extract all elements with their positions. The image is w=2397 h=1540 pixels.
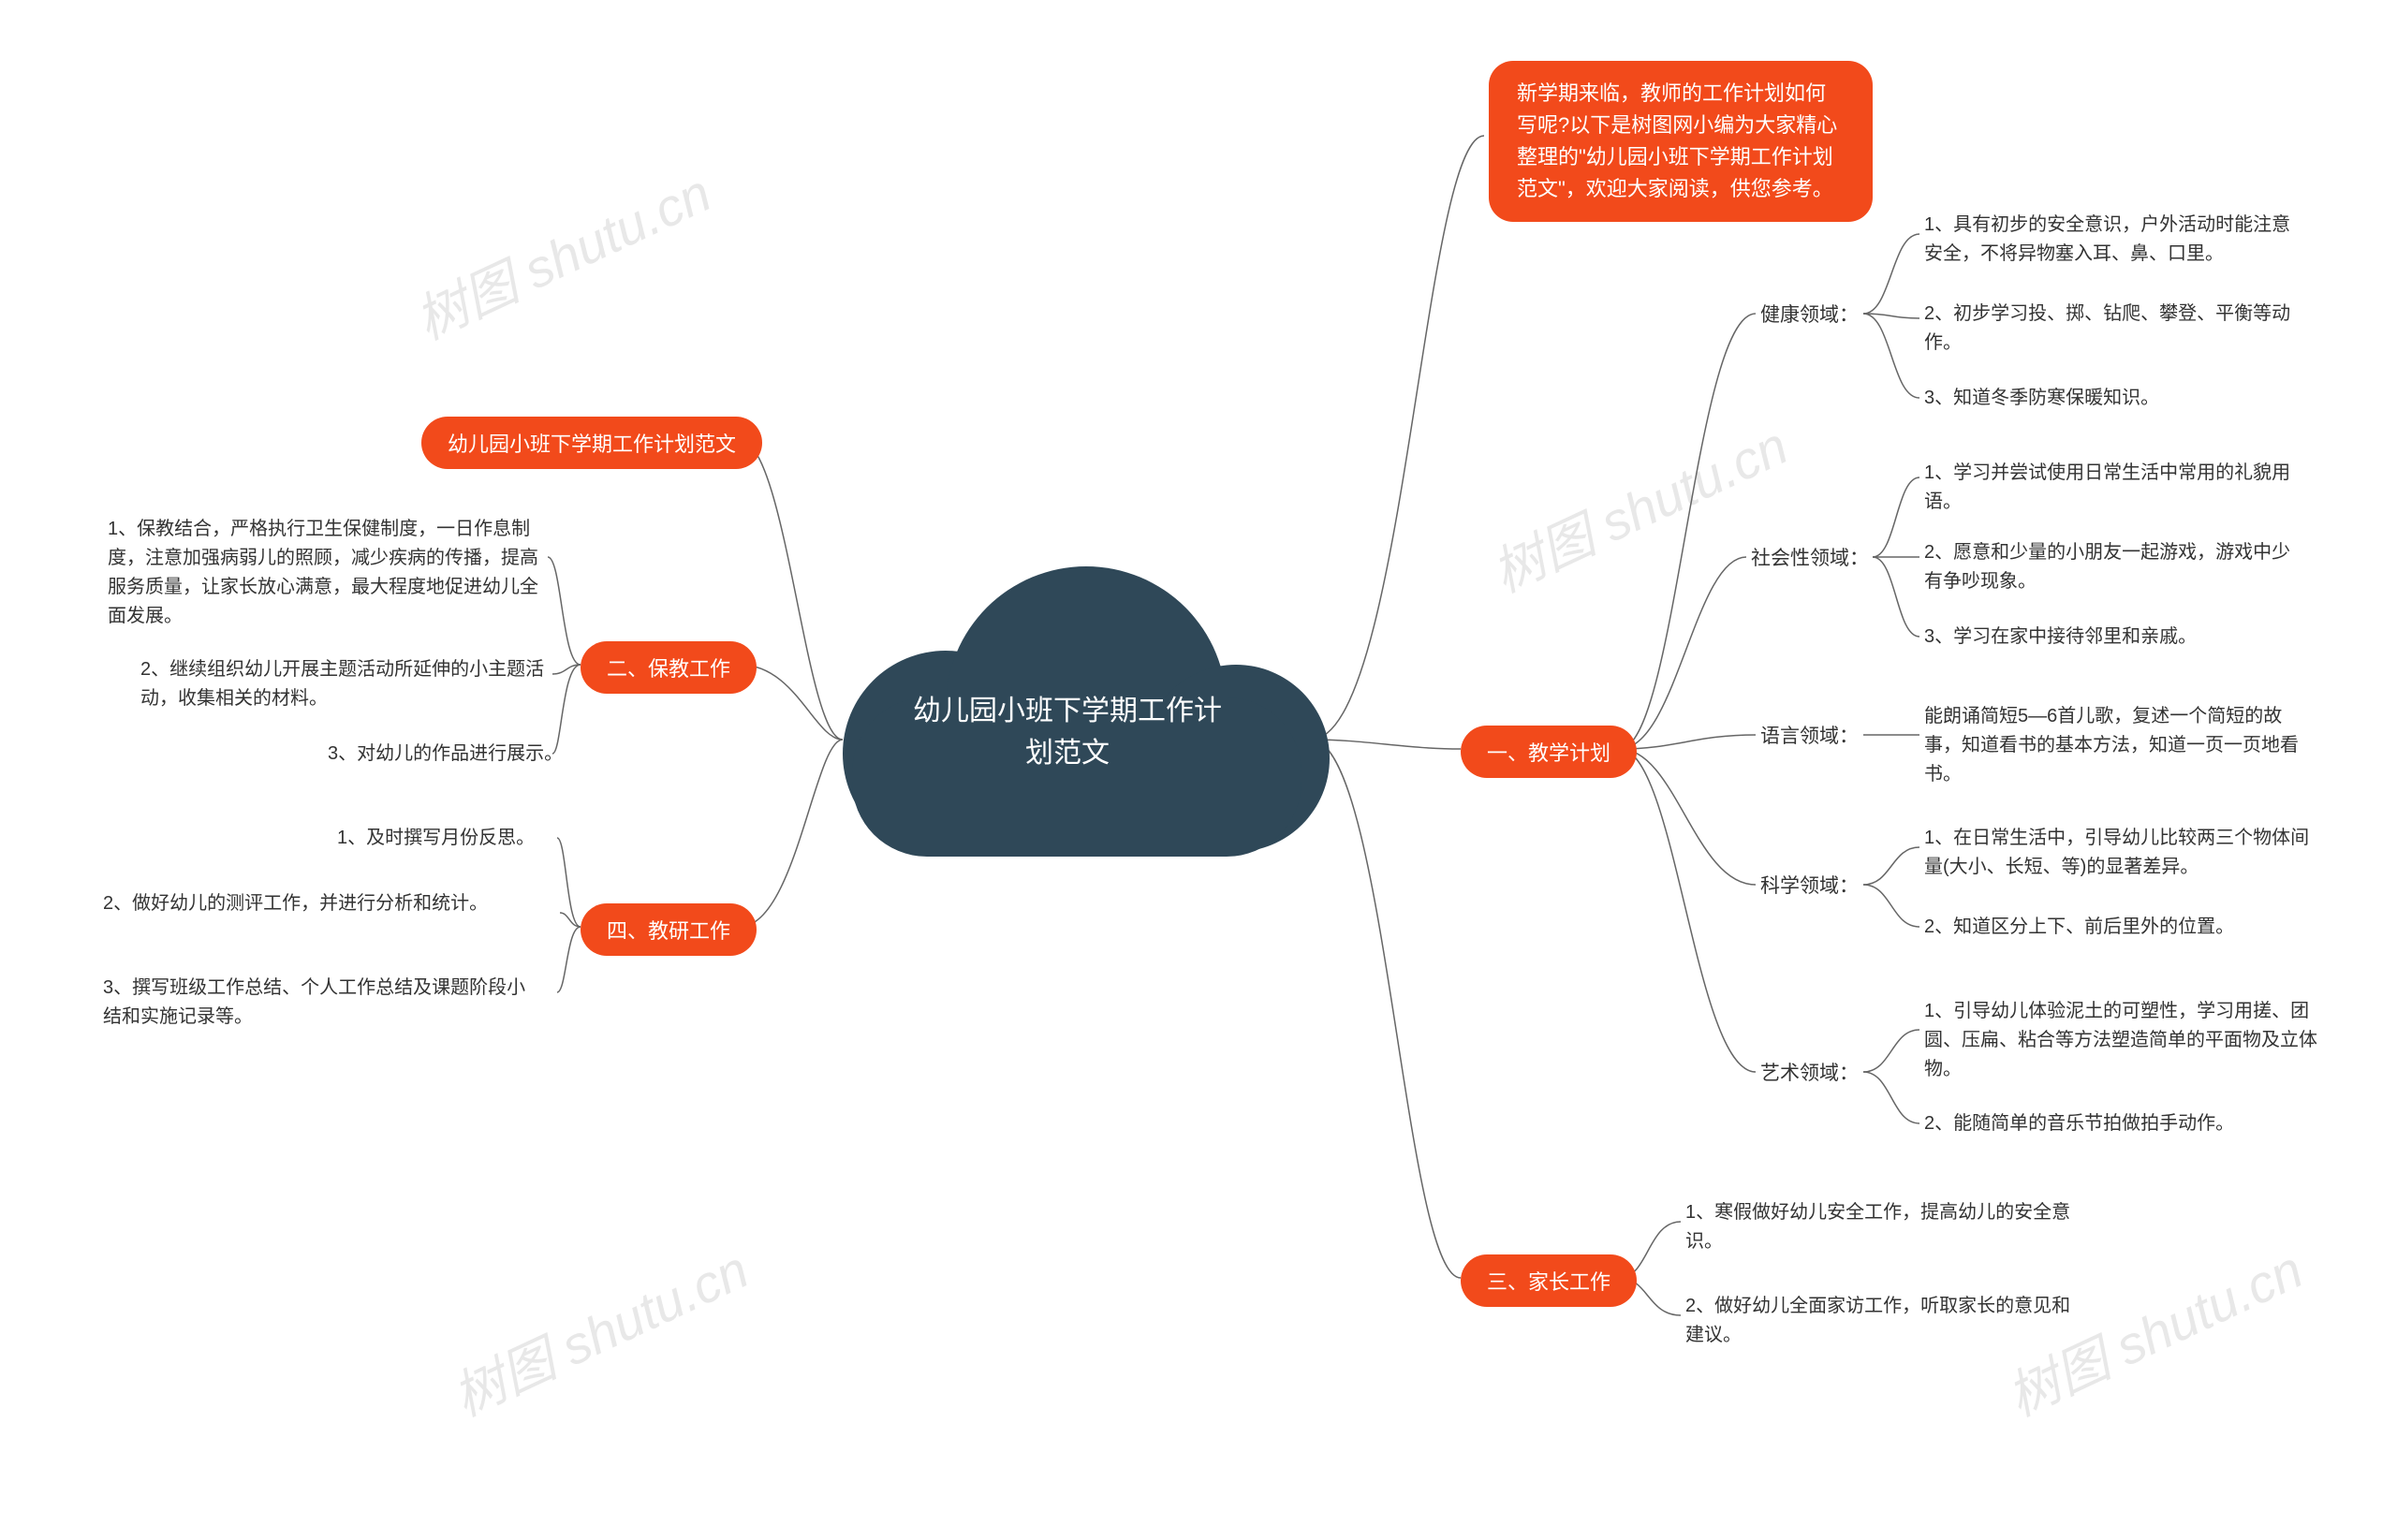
sublabel-health: 健康领域： — [1760, 300, 1859, 328]
branch-left-3: 四、教研工作 — [581, 903, 757, 956]
leaf: 3、对幼儿的作品进行展示。 — [328, 740, 609, 769]
leaf: 3、知道冬季防寒保暖知识。 — [1924, 384, 2308, 413]
leaf: 2、能随简单的音乐节拍做拍手动作。 — [1924, 1109, 2308, 1138]
leaf: 2、初步学习投、掷、钻爬、攀登、平衡等动作。 — [1924, 300, 2308, 358]
leaf: 1、引导幼儿体验泥土的可塑性，学习用搓、团圆、压扁、粘合等方法塑造简单的平面物及… — [1924, 997, 2317, 1084]
leaf: 3、学习在家中接待邻里和亲戚。 — [1924, 623, 2308, 652]
branch-right-2: 三、家长工作 — [1461, 1254, 1637, 1307]
leaf: 3、撰写班级工作总结、个人工作总结及课题阶段小结和实施记录等。 — [103, 974, 543, 1032]
sublabel-science: 科学领域： — [1760, 871, 1859, 899]
leaf: 2、做好幼儿全面家访工作，听取家长的意见和建议。 — [1685, 1292, 2079, 1350]
leaf: 1、及时撰写月份反思。 — [337, 824, 562, 853]
sublabel-lang: 语言领域： — [1760, 721, 1859, 749]
sublabel-social: 社会性领域： — [1751, 543, 1869, 571]
leaf: 2、知道区分上下、前后里外的位置。 — [1924, 913, 2308, 942]
leaf: 2、愿意和少量的小朋友一起游戏，游戏中少有争吵现象。 — [1924, 538, 2308, 596]
leaf: 1、寒假做好幼儿安全工作，提高幼儿的安全意识。 — [1685, 1198, 2079, 1256]
leaf: 1、保教结合，严格执行卫生保健制度，一日作息制度，注意加强病弱儿的照顾，减少疾病… — [108, 515, 548, 631]
leaf: 1、具有初步的安全意识，户外活动时能注意安全，不将异物塞入耳、鼻、口里。 — [1924, 211, 2308, 269]
leaf: 2、做好幼儿的测评工作，并进行分析和统计。 — [103, 889, 562, 918]
leaf: 1、在日常生活中，引导幼儿比较两三个物体间量(大小、长短、等)的显著差异。 — [1924, 824, 2317, 882]
leaf: 能朗诵简短5—6首儿歌，复述一个简短的故事，知道看书的基本方法，知道一页一页地看… — [1924, 702, 2317, 789]
watermark: 树图 shutu.cn — [402, 152, 722, 355]
watermark: 树图 shutu.cn — [439, 1228, 759, 1431]
branch-left-1: 幼儿园小班下学期工作计划范文 — [421, 417, 762, 469]
leaf: 1、学习并尝试使用日常生活中常用的礼貌用语。 — [1924, 459, 2308, 517]
branch-right-1: 一、教学计划 — [1461, 726, 1637, 778]
sublabel-art: 艺术领域： — [1760, 1058, 1859, 1086]
center-title: 幼儿园小班下学期工作计 划范文 — [899, 690, 1236, 774]
watermark: 树图 shutu.cn — [1478, 404, 1799, 608]
leaf: 2、继续组织幼儿开展主题活动所延伸的小主题活动，收集相关的材料。 — [140, 655, 552, 713]
branch-left-2: 二、保教工作 — [581, 641, 757, 694]
intro-pill: 新学期来临，教师的工作计划如何写呢?以下是树图网小编为大家精心整理的"幼儿园小班… — [1489, 61, 1873, 222]
center-cloud: 幼儿园小班下学期工作计 划范文 — [824, 548, 1311, 866]
